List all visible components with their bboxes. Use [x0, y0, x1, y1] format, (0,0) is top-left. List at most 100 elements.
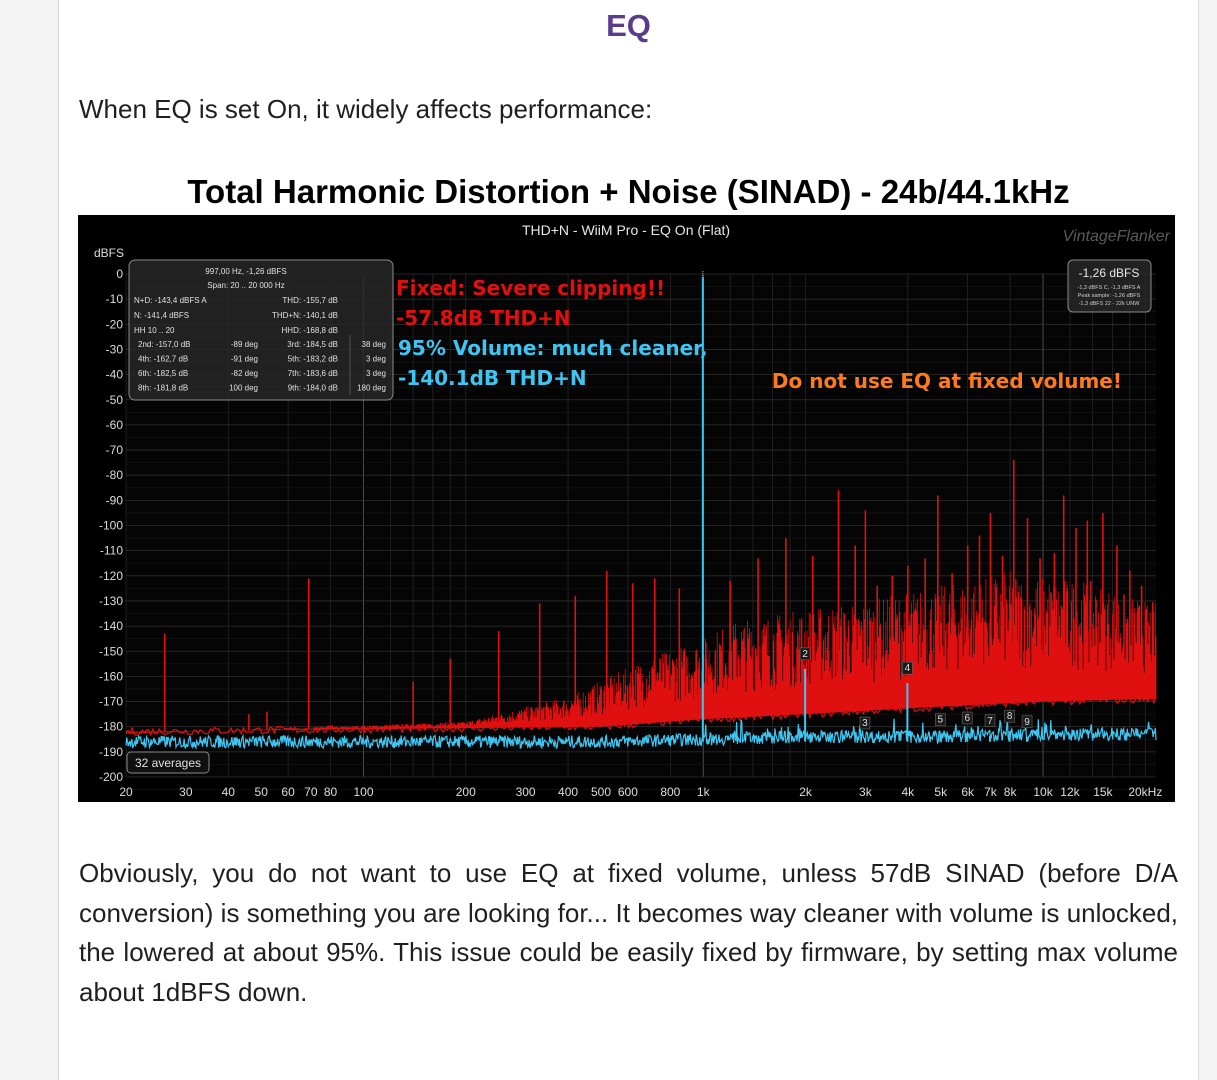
harmonic-marker-box: [1021, 715, 1033, 729]
harmonic-cell: 3 deg: [366, 355, 386, 364]
harmonic-marker-label: 6: [964, 713, 970, 724]
harmonic-cell: 7th: -183,6 dB: [288, 369, 338, 378]
thd-chart-svg: 0 -10 -20 -30 -40 -50 -60 -70 -80 -90 -100 -110 -120…: [94, 222, 1171, 799]
harmonic-cell: -89 deg: [231, 340, 258, 349]
x-tick-label: 15k: [1093, 785, 1113, 799]
watermark: VintageFlanker: [1063, 228, 1171, 245]
level-detail-line: -1,3 dBFS 22 - 22k UNW: [1079, 301, 1141, 307]
x-tick-label: 20: [119, 785, 133, 799]
harmonic-marker-box: [902, 661, 913, 675]
x-tick-label: 5k: [934, 785, 948, 799]
harmonic-marker-label: 3: [862, 718, 868, 729]
y-tick-label: -160: [99, 669, 123, 683]
y-tick-label: -30: [106, 342, 124, 356]
spectrum-title: THD+N - WiiM Pro - EQ On (Flat): [522, 222, 730, 238]
section-heading: EQ: [606, 8, 651, 43]
x-tick-label: 6k: [961, 785, 975, 799]
harmonic-cell: 9th: -184,0 dB: [288, 384, 338, 393]
stats-cell: THD+N: -140,1 dB: [272, 311, 338, 320]
stats-cell: THD: -155,7 dB: [282, 296, 338, 305]
averages-label: 32 averages: [135, 756, 201, 770]
harmonic-cell: 3rd: -184,5 dB: [287, 340, 338, 349]
x-tick-label: 400: [558, 785, 578, 799]
x-tick-label: 500: [591, 785, 611, 799]
harmonic-marker-label: 4: [905, 663, 911, 674]
blue-trace: [125, 718, 1157, 751]
y-tick-label: -120: [99, 569, 123, 583]
harmonic-cell: -82 deg: [231, 369, 258, 378]
thd-chart: 0 -10 -20 -30 -40 -50 -60 -70 -80 -90 -100 -110 -120…: [78, 215, 1175, 802]
y-tick-label: -80: [106, 468, 124, 482]
harmonic-marker-box: [961, 711, 973, 725]
stats-panel-box: [128, 259, 394, 401]
x-tick-label: 300: [516, 785, 536, 799]
stats-header-line: 997,00 Hz, -1,26 dBFS: [205, 267, 286, 276]
y-tick-label: -70: [106, 443, 124, 457]
y-tick-label: -60: [106, 418, 124, 432]
y-tick-label: 0: [116, 267, 123, 281]
harmonic-cell: 5th: -183,2 dB: [288, 355, 338, 364]
stats-cell: N+D: -143,4 dBFS A: [134, 296, 207, 305]
y-tick-label: -100: [99, 519, 123, 533]
y-tick-label: -20: [106, 317, 124, 331]
harmonic-marker-box: [799, 647, 811, 661]
y-tick-label: -110: [100, 544, 123, 558]
x-tick-label: 70: [304, 785, 318, 799]
chart-annotation: -140.1dB THD+N: [398, 366, 587, 390]
x-tick-label: 30: [179, 785, 193, 799]
y-tick-label: -200: [99, 770, 123, 784]
y-tick-label: -130: [99, 594, 123, 608]
harmonic-marker-label: 7: [987, 716, 993, 727]
averages-box: [126, 751, 210, 774]
chart-annotation: Do not use EQ at fixed volume!: [772, 369, 1122, 393]
level-box-frame: [1067, 259, 1152, 313]
y-tick-label: -190: [99, 745, 123, 759]
x-tick-label: 600: [618, 785, 638, 799]
x-tick-label: 10k: [1033, 785, 1053, 799]
y-tick-label: -170: [99, 695, 123, 709]
stats-cell: N: -141,4 dBFS: [134, 311, 189, 320]
harmonic-marker-box: [984, 714, 996, 728]
y-tick-label: -90: [106, 493, 124, 507]
x-tick-label: 2k: [799, 785, 813, 799]
chart-annotation: -57.8dB THD+N: [396, 306, 571, 330]
harmonic-marker-box: [859, 716, 871, 730]
y-tick-label: -50: [106, 393, 124, 407]
x-tick-label: 1k: [697, 785, 711, 799]
harmonic-cell: 8th: -181,8 dB: [138, 384, 188, 393]
y-tick-label: -40: [106, 368, 124, 382]
x-tick-label: 7k: [984, 785, 998, 799]
y-tick-label: -180: [99, 720, 123, 734]
intro-text: When EQ is set On, it widely affects per…: [79, 94, 653, 124]
x-tick-label: 4k: [901, 785, 915, 799]
level-detail-line: Peak sample: -1,26 dBFS: [1078, 293, 1141, 299]
harmonic-marker-label: 5: [938, 715, 944, 726]
y-tick-label: -10: [106, 292, 124, 306]
level-value: -1,26 dBFS: [1079, 266, 1140, 280]
harmonic-cell: 38 deg: [362, 340, 386, 349]
harmonic-cell: 4th: -162,7 dB: [138, 355, 188, 364]
harmonic-marker-box: [1004, 709, 1015, 723]
y-axis-label: dBFS: [94, 246, 124, 260]
chart-annotation: Fixed: Severe clipping!!: [396, 276, 665, 300]
x-tick-label: 40: [222, 785, 236, 799]
chart-annotation: 95% Volume: much cleaner,: [398, 336, 708, 360]
harmonic-marker-box: [935, 713, 946, 727]
stats-cell: HHD: -168,8 dB: [282, 326, 338, 335]
conclusion-text: Obviously, you do not want to use EQ at …: [79, 858, 1178, 1007]
harmonic-cell: 2nd: -157,0 dB: [138, 340, 190, 349]
y-tick-label: -140: [99, 619, 123, 633]
y-tick-label: -150: [99, 644, 123, 658]
level-detail-line: -1,3 dBFS C, -1,3 dBFS A: [1078, 285, 1141, 291]
x-tick-label: 800: [660, 785, 680, 799]
harmonic-cell: 100 deg: [229, 384, 258, 393]
harmonic-cell: 180 deg: [357, 384, 386, 393]
x-tick-label: 50: [255, 785, 269, 799]
harmonic-cell: -91 deg: [231, 355, 258, 364]
x-tick-label: 20kHz: [1128, 785, 1162, 799]
chart-title: Total Harmonic Distortion + Noise (SINAD…: [187, 173, 1070, 210]
stats-panel: 997,00 Hz, -1,26 dBFS Span: 20 .. 20 000 …: [128, 259, 394, 401]
x-tick-label: 200: [456, 785, 476, 799]
x-tick-label: 8k: [1004, 785, 1018, 799]
level-box: -1,26 dBFS -1,3 dBFS C, -1,3 dBFS A Peak s…: [1067, 259, 1152, 313]
